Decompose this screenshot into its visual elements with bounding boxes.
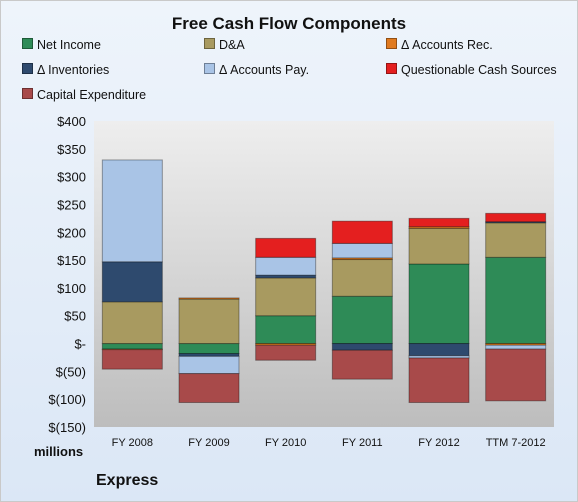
legend-swatch — [204, 38, 215, 49]
legend-label: Net Income — [37, 38, 101, 52]
legend-label: Δ Inventories — [37, 63, 110, 77]
x-tick-label: FY 2009 — [188, 437, 229, 449]
company-label: Express — [96, 472, 159, 489]
y-tick-label: $400 — [57, 114, 86, 129]
bar-segment — [178, 298, 240, 345]
y-tick-label: $(100) — [48, 392, 86, 407]
y-tick-label: $50 — [64, 309, 86, 324]
bar-segment — [101, 349, 163, 370]
bar-segment — [178, 343, 240, 355]
y-tick-label: $300 — [57, 170, 86, 185]
bar-segment — [255, 344, 317, 361]
y-tick-label: $100 — [57, 281, 86, 296]
legend-item: Capital Expenditure — [22, 88, 146, 102]
y-tick-label: $350 — [57, 142, 86, 157]
y-tick-label: $200 — [57, 225, 86, 240]
x-tick-label: FY 2008 — [112, 437, 153, 449]
legend-swatch — [386, 38, 397, 49]
legend-swatch — [22, 38, 33, 49]
units-label: millions — [34, 444, 84, 459]
bar-segment — [178, 373, 240, 404]
legend-swatch — [204, 63, 215, 74]
bar-segment — [178, 355, 240, 375]
bar-segment — [485, 344, 547, 350]
bar-segment — [178, 297, 240, 300]
bar-segment — [255, 277, 317, 317]
y-tick-label: $- — [74, 337, 86, 352]
legend-item: Δ Accounts Rec. — [386, 38, 493, 52]
bar-segment — [331, 343, 393, 351]
legend-swatch — [22, 88, 33, 99]
y-tick-label: $150 — [57, 253, 86, 268]
bar-segment — [408, 357, 470, 404]
y-tick-label: $250 — [57, 197, 86, 212]
bar-segment — [485, 348, 547, 402]
bar-segment — [485, 256, 547, 345]
bar-segment — [485, 222, 547, 258]
y-tick-label: $(50) — [56, 364, 86, 379]
bar-segment — [408, 217, 470, 228]
bar-segment — [331, 259, 393, 297]
plot-background — [94, 121, 554, 427]
bar-segment — [101, 159, 163, 263]
x-tick-label: TTM 7-2012 — [486, 437, 546, 449]
legend-item: D&A — [204, 38, 245, 52]
legend-item: Δ Inventories — [22, 63, 109, 77]
bar-segment — [485, 212, 547, 223]
bar-segment — [255, 315, 317, 345]
bar-segment — [331, 295, 393, 345]
bar-segment — [101, 301, 163, 345]
bar-segment — [255, 237, 317, 258]
legend-swatch — [22, 63, 33, 74]
legend-item: Net Income — [22, 38, 101, 52]
bar-segment — [255, 256, 317, 276]
x-tick-label: FY 2012 — [418, 437, 459, 449]
x-tick-label: FY 2010 — [265, 437, 306, 449]
bar-segment — [331, 220, 393, 244]
bar-segment — [331, 349, 393, 380]
chart-title: Free Cash Flow Components — [171, 14, 407, 33]
legend-label: Δ Accounts Rec. — [401, 38, 493, 52]
y-tick-label: $(150) — [48, 420, 86, 435]
bar-segment — [408, 227, 470, 265]
bar-segment — [101, 261, 163, 303]
legend-label: Capital Expenditure — [37, 88, 147, 102]
bar-segment — [408, 263, 470, 345]
legend-item: Questionable Cash Sources — [386, 63, 557, 77]
bar-segment — [408, 343, 470, 357]
legend-item: Δ Accounts Pay. — [204, 63, 309, 77]
legend-label: D&A — [219, 38, 245, 52]
x-tick-label: FY 2011 — [342, 437, 383, 449]
legend-swatch — [386, 63, 397, 74]
legend-label: Δ Accounts Pay. — [219, 63, 310, 77]
legend-label: Questionable Cash Sources — [401, 63, 557, 77]
bar-segment — [331, 242, 393, 259]
bar-segment — [101, 343, 163, 350]
